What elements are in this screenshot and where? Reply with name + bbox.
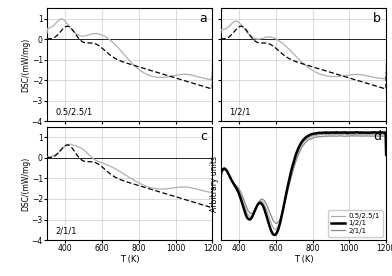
Text: 1/2/1: 1/2/1 xyxy=(229,108,250,117)
Text: c: c xyxy=(200,131,207,144)
X-axis label: T (K): T (K) xyxy=(120,255,140,264)
Y-axis label: DSC/(mW/mg): DSC/(mW/mg) xyxy=(21,156,30,211)
Legend: 0.5/2.5/1, 1/2/1, 2/1/1: 0.5/2.5/1, 1/2/1, 2/1/1 xyxy=(328,210,383,237)
Y-axis label: DSC/(mW/mg): DSC/(mW/mg) xyxy=(21,38,30,92)
Text: b: b xyxy=(373,12,381,25)
Text: d: d xyxy=(373,131,381,144)
Text: 2/1/1: 2/1/1 xyxy=(55,227,77,236)
Text: a: a xyxy=(200,12,207,25)
X-axis label: T (K): T (K) xyxy=(294,255,313,264)
Text: 0.5/2.5/1: 0.5/2.5/1 xyxy=(55,108,93,117)
Y-axis label: Arbitrary units: Arbitrary units xyxy=(211,156,220,212)
